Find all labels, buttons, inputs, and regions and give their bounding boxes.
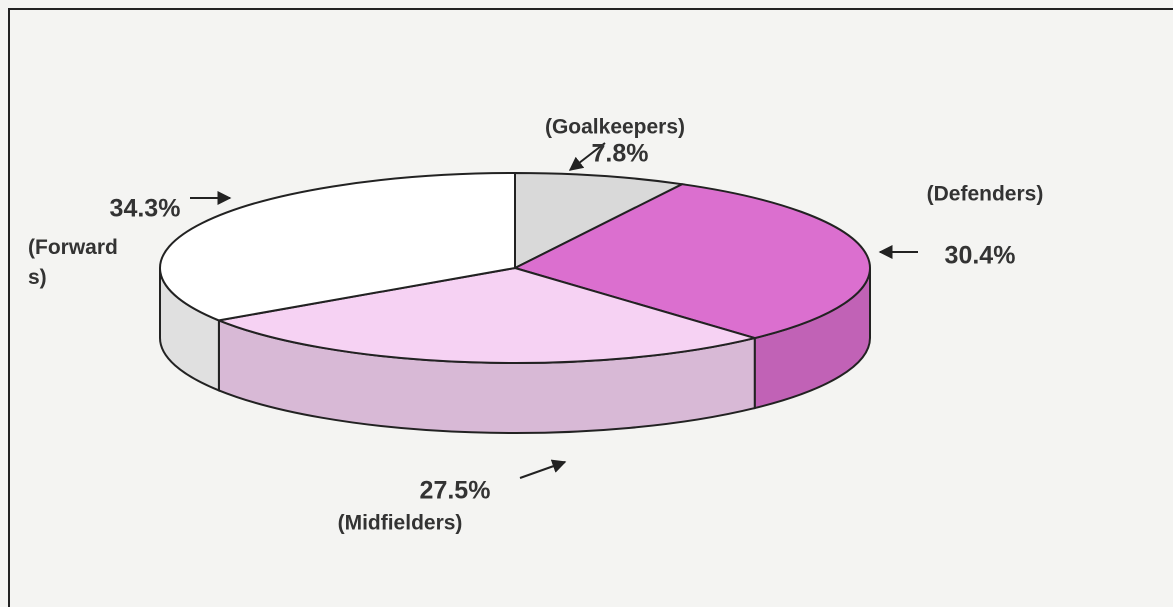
value-label: 30.4% <box>945 242 1016 270</box>
pie <box>159 171 871 434</box>
arrow <box>519 459 567 479</box>
slice <box>159 171 516 322</box>
category-label: (Forwards) <box>28 236 118 289</box>
arrows <box>190 142 918 479</box>
value-label: 34.3% <box>110 195 181 223</box>
slice <box>215 266 759 364</box>
slice <box>514 171 686 270</box>
category-label: (Midfielders) <box>338 512 463 535</box>
slice <box>512 183 871 340</box>
value-label: 27.5% <box>420 477 491 505</box>
value-label: 7.8% <box>592 140 649 168</box>
document-frame <box>8 8 1173 607</box>
category-label: (Goalkeepers) <box>545 116 685 139</box>
category-label-box: (Forwards) <box>28 236 118 289</box>
arrow <box>568 142 606 171</box>
category-label: (Defenders) <box>927 183 1044 206</box>
